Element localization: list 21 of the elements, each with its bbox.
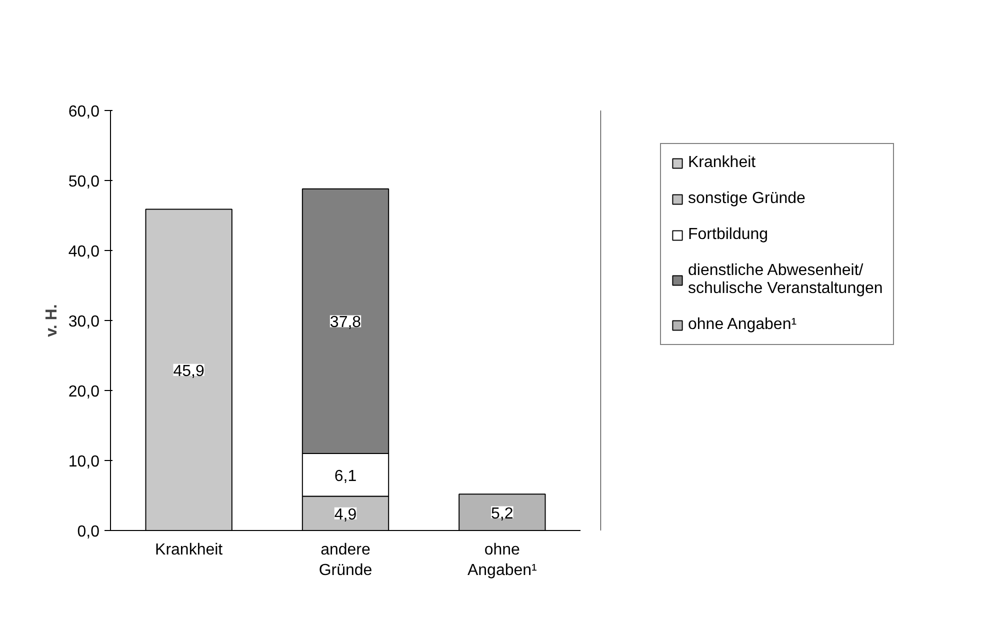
legend-label: sonstige Gründe xyxy=(688,190,806,208)
legend-label: Fortbildung xyxy=(688,226,768,244)
y-tick-label: 0,0 xyxy=(77,524,100,540)
data-label: 4,9 xyxy=(334,506,357,524)
y-tick-label: 30,0 xyxy=(68,314,100,330)
y-tick-label: 50,0 xyxy=(68,174,100,190)
y-tick-label: 20,0 xyxy=(68,384,100,400)
y-tick-label: 40,0 xyxy=(68,244,100,260)
data-label: 5,2 xyxy=(491,505,514,522)
y-axis-title: v. H. xyxy=(43,304,60,337)
x-tick-label: ohne Angaben¹ xyxy=(467,542,537,579)
data-label: 37,8 xyxy=(330,314,362,332)
legend-label: dienstliche Abwesenheit/ schulische Veranstaltungen xyxy=(688,262,883,298)
legend-label: Krankheit xyxy=(688,154,756,172)
data-label: 6,1 xyxy=(334,468,357,485)
x-tick-label: Krankheit xyxy=(155,542,224,558)
legend-label: ohne Angaben¹ xyxy=(688,316,797,334)
y-tick-label: 60,0 xyxy=(68,104,100,120)
y-tick-label: 10,0 xyxy=(68,454,100,470)
x-tick-label: andere Gründe xyxy=(318,542,372,579)
data-label: 45,9 xyxy=(173,362,205,380)
